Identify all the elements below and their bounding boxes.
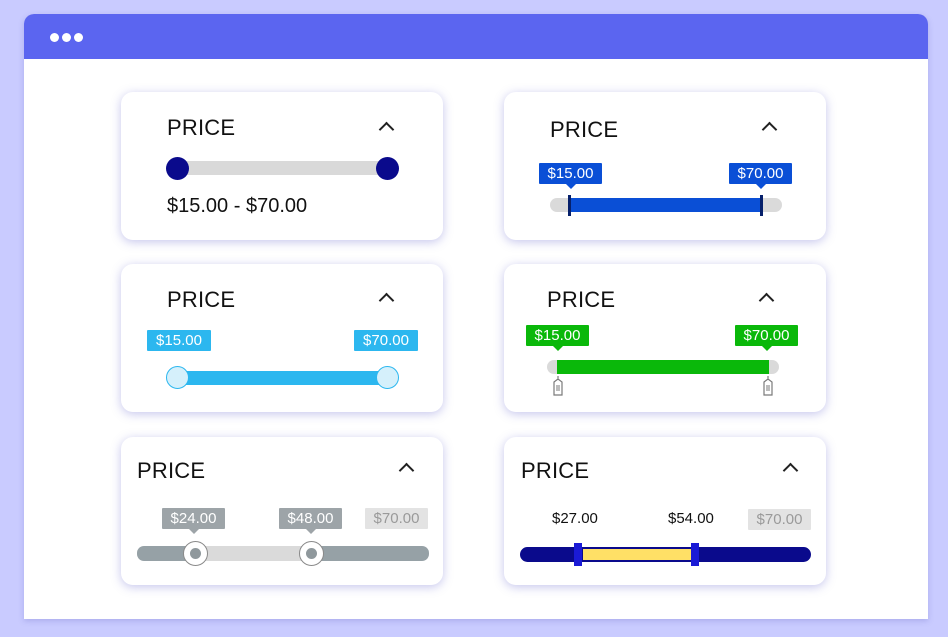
- slider-min-handle[interactable]: [568, 195, 571, 216]
- slider-selected-range[interactable]: [177, 371, 389, 385]
- chevron-up-icon[interactable]: [378, 292, 395, 309]
- card-title: PRICE: [550, 117, 619, 142]
- chevron-up-icon[interactable]: [758, 292, 775, 309]
- card-title: PRICE: [547, 287, 616, 312]
- window-titlebar: [24, 14, 928, 59]
- chevron-up-icon[interactable]: [782, 462, 799, 479]
- browser-window: PRICE $15.00 - $70.00 PRICE $15.00 $70.0…: [24, 14, 928, 619]
- slider-low-handle[interactable]: [574, 543, 582, 566]
- max-price-tag: $70.00: [354, 330, 418, 351]
- card-title: PRICE: [521, 458, 590, 483]
- high-price-label: $54.00: [668, 510, 714, 527]
- price-filter-card-3: PRICE $15.00 $70.00: [121, 264, 443, 412]
- grip-handle-icon[interactable]: [552, 375, 564, 397]
- min-price-tag: $15.00: [539, 163, 602, 189]
- window-dot-icon: [50, 33, 59, 42]
- card-title: PRICE: [167, 287, 236, 312]
- slider-high-handle[interactable]: [299, 541, 324, 566]
- chevron-up-icon[interactable]: [398, 462, 415, 479]
- window-dot-icon: [62, 33, 71, 42]
- price-filter-card-4: PRICE $15.00 $70.00: [504, 264, 826, 412]
- max-price-tag: $70.00: [748, 509, 811, 530]
- max-price-tag: $70.00: [729, 163, 792, 189]
- min-price-tag: $15.00: [147, 330, 211, 351]
- price-filter-card-1: PRICE $15.00 - $70.00: [121, 92, 443, 240]
- card-title: PRICE: [137, 458, 206, 483]
- grip-handle-icon[interactable]: [762, 375, 774, 397]
- slider-low-handle[interactable]: [183, 541, 208, 566]
- low-price-tag: $24.00: [162, 508, 225, 534]
- high-price-tag: $48.00: [279, 508, 342, 534]
- max-price-tag: $70.00: [735, 325, 798, 351]
- slider-selected-range: [582, 548, 694, 561]
- low-price-label: $27.00: [552, 510, 598, 527]
- chevron-up-icon[interactable]: [761, 121, 778, 138]
- chevron-up-icon[interactable]: [378, 121, 395, 138]
- slider-track[interactable]: [177, 161, 389, 175]
- slider-max-handle[interactable]: [376, 366, 399, 389]
- slider-min-handle[interactable]: [166, 366, 189, 389]
- max-price-tag: $70.00: [365, 508, 428, 529]
- card-title: PRICE: [167, 115, 236, 140]
- price-filter-card-2: PRICE $15.00 $70.00: [504, 92, 826, 240]
- slider-high-handle[interactable]: [691, 543, 699, 566]
- slider-selected-range: [570, 198, 762, 212]
- min-price-tag: $15.00: [526, 325, 589, 351]
- slider-min-handle[interactable]: [166, 157, 189, 180]
- slider-max-handle[interactable]: [760, 195, 763, 216]
- price-range-text: $15.00 - $70.00: [167, 195, 308, 217]
- window-dot-icon: [74, 33, 83, 42]
- slider-max-handle[interactable]: [376, 157, 399, 180]
- slider-selected-range: [557, 360, 769, 374]
- price-filter-card-5: PRICE $24.00 $48.00 $70.00: [121, 437, 443, 585]
- price-filter-card-6: PRICE $27.00 $54.00 $70.00: [504, 437, 826, 585]
- slider-selected-range: [195, 546, 311, 561]
